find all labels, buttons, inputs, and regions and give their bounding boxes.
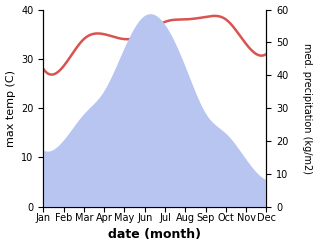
- Y-axis label: med. precipitation (kg/m2): med. precipitation (kg/m2): [302, 42, 313, 174]
- X-axis label: date (month): date (month): [108, 228, 201, 242]
- Y-axis label: max temp (C): max temp (C): [5, 70, 16, 147]
